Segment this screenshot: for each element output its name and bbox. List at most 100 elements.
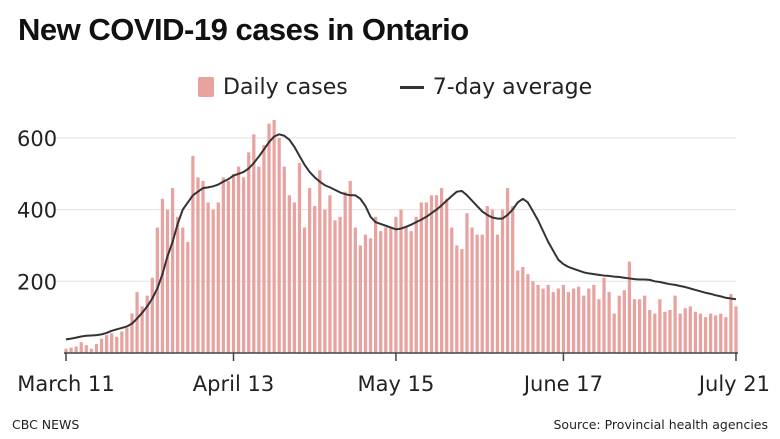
daily-case-bar bbox=[338, 216, 342, 353]
daily-case-bar bbox=[302, 227, 307, 353]
daily-case-bar bbox=[556, 288, 560, 353]
daily-case-bar bbox=[561, 284, 566, 353]
daily-case-bar bbox=[536, 284, 540, 353]
daily-case-bar bbox=[292, 202, 297, 353]
daily-case-bar bbox=[445, 198, 449, 353]
legend-label-7-day-average: 7-day average bbox=[432, 74, 593, 100]
daily-case-bar bbox=[84, 345, 88, 353]
daily-case-bar bbox=[531, 281, 535, 353]
daily-case-bar bbox=[566, 292, 571, 353]
footer-credit: CBC NEWS bbox=[12, 417, 80, 432]
daily-case-bar bbox=[607, 292, 611, 353]
daily-case-bar bbox=[571, 288, 576, 353]
daily-case-bar bbox=[181, 227, 185, 353]
daily-case-bar bbox=[74, 346, 78, 353]
daily-case-bar bbox=[429, 195, 434, 353]
daily-case-bar bbox=[120, 331, 124, 353]
daily-case-bar bbox=[703, 317, 708, 353]
daily-case-bar bbox=[267, 123, 271, 353]
daily-case-bar bbox=[673, 295, 677, 353]
legend-line-swatch bbox=[399, 85, 424, 89]
daily-case-bar bbox=[658, 299, 662, 353]
daily-case-bar bbox=[653, 313, 657, 353]
daily-case-bar bbox=[450, 227, 454, 353]
daily-case-bar bbox=[541, 288, 545, 353]
daily-case-bar bbox=[125, 327, 129, 353]
daily-case-bar bbox=[221, 177, 225, 353]
daily-case-bar bbox=[546, 284, 550, 353]
daily-case-bar bbox=[511, 206, 515, 353]
legend-label-daily-cases: Daily cases bbox=[223, 74, 348, 100]
daily-case-bar bbox=[216, 202, 220, 353]
daily-case-bar bbox=[176, 216, 180, 353]
daily-case-bar bbox=[485, 206, 489, 353]
daily-case-bar bbox=[201, 180, 205, 353]
daily-case-bar bbox=[602, 277, 606, 353]
daily-case-bar bbox=[521, 266, 525, 353]
seven-day-average-line bbox=[65, 133, 737, 341]
x-tick-label: July 21 bbox=[697, 372, 770, 396]
daily-case-bar bbox=[708, 313, 713, 353]
daily-case-bar bbox=[480, 234, 484, 353]
daily-case-bar bbox=[439, 188, 444, 353]
daily-case-bar bbox=[94, 344, 99, 353]
daily-case-bar bbox=[455, 245, 459, 353]
daily-case-bar bbox=[627, 261, 632, 353]
daily-case-bar bbox=[693, 311, 698, 353]
daily-case-bar bbox=[165, 209, 170, 353]
x-tick-label: May 15 bbox=[358, 372, 435, 396]
daily-case-bar bbox=[363, 234, 368, 353]
daily-case-bar bbox=[637, 299, 642, 353]
daily-case-bar bbox=[242, 177, 246, 353]
daily-case-bar bbox=[389, 227, 393, 353]
daily-case-bar bbox=[89, 348, 94, 353]
daily-case-bar bbox=[130, 313, 134, 353]
daily-case-bar bbox=[328, 195, 332, 353]
daily-case-bar bbox=[465, 213, 469, 353]
daily-case-bar bbox=[277, 137, 281, 353]
chart-title: New COVID-19 cases in Ontario bbox=[18, 12, 469, 47]
daily-case-bar bbox=[333, 220, 337, 353]
x-tick-label: March 11 bbox=[17, 372, 114, 396]
seven-day-average-polyline bbox=[65, 133, 737, 341]
daily-case-bar bbox=[368, 238, 373, 353]
daily-case-bar bbox=[318, 170, 322, 353]
daily-case-bar bbox=[500, 209, 505, 353]
daily-case-bar bbox=[69, 347, 73, 353]
daily-case-bar bbox=[399, 209, 403, 353]
daily-case-bar bbox=[526, 274, 530, 353]
daily-case-bar bbox=[587, 288, 591, 353]
daily-case-bar bbox=[678, 313, 682, 353]
daily-case-bar bbox=[414, 216, 418, 353]
daily-case-bar bbox=[313, 206, 317, 353]
y-tick-label: 200 bbox=[17, 270, 57, 294]
daily-case-bar bbox=[282, 166, 286, 353]
daily-case-bar bbox=[323, 209, 327, 353]
daily-case-bar bbox=[394, 216, 398, 353]
legend-item-7-day-average: 7-day average bbox=[348, 75, 592, 100]
daily-case-bar bbox=[252, 134, 256, 353]
legend-item-daily-cases: Daily cases bbox=[198, 75, 348, 100]
daily-case-bar bbox=[191, 155, 195, 353]
daily-case-bar bbox=[505, 188, 510, 353]
daily-case-bar bbox=[206, 202, 210, 353]
daily-case-bar bbox=[516, 270, 520, 353]
daily-case-bar bbox=[384, 227, 388, 353]
daily-case-bar bbox=[582, 295, 586, 353]
daily-case-bar bbox=[247, 152, 251, 353]
daily-case-bar bbox=[719, 313, 723, 353]
daily-case-bar bbox=[170, 188, 175, 353]
daily-case-bar bbox=[379, 231, 383, 353]
daily-case-bar bbox=[424, 202, 429, 353]
daily-case-bar bbox=[308, 188, 312, 353]
daily-case-bar bbox=[358, 245, 363, 353]
x-tick-label: April 13 bbox=[193, 372, 274, 396]
daily-case-bar bbox=[617, 295, 621, 353]
daily-case-bar bbox=[353, 227, 357, 353]
daily-case-bar bbox=[460, 249, 464, 353]
daily-case-bar bbox=[231, 173, 236, 353]
daily-case-bar bbox=[272, 120, 276, 353]
daily-case-bar bbox=[434, 195, 439, 353]
daily-case-bar bbox=[373, 216, 378, 353]
